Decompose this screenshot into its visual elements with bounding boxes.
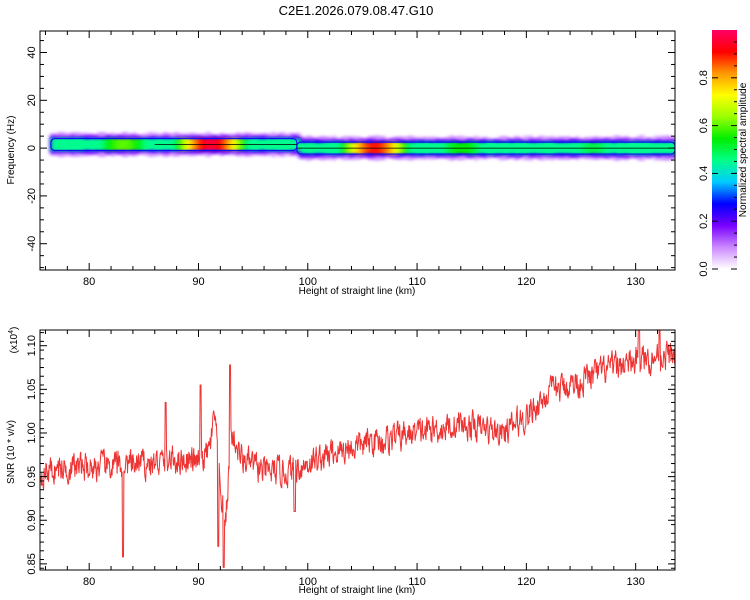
colorbar-tick-label: 0.6: [698, 118, 710, 133]
spectrogram-cell: [143, 138, 148, 151]
colorbar: 0.0 0.2 0.4 0.6 0.8 Normalized spectral ampl…: [698, 30, 749, 277]
spectrogram-cell: [121, 139, 126, 150]
spectrogram-xtick-label: 120: [517, 276, 535, 288]
colorbar-tick-label: 0.0: [698, 261, 710, 276]
snr-xlabel: Height of straight line (km): [299, 585, 416, 596]
snr-ticks: 80 90 100 110 120 130 0.85 0.90 0.95 1.00 1.05 1.10: [26, 330, 675, 588]
spectrogram-cell: [124, 138, 129, 151]
spectrogram-cell: [152, 138, 156, 151]
snr-ytick-label: 0.85: [26, 553, 38, 574]
spectrogram-cell: [149, 139, 153, 150]
snr-xtick-label: 80: [83, 576, 95, 588]
spectrogram-cell: [80, 137, 85, 152]
spectrogram-band: [50, 131, 675, 162]
spectrogram-cell: [105, 138, 109, 152]
spectrogram-cell: [72, 137, 77, 152]
spectrogram-cell: [56, 138, 60, 151]
spectrogram-cell: [75, 138, 79, 151]
spectrogram-xtick-label: 90: [192, 276, 204, 288]
spectrogram-cell: [113, 139, 118, 150]
spectrogram-ytick-label: 20: [26, 94, 38, 106]
spectrogram-cell: [89, 138, 93, 151]
snr-xtick-label: 100: [299, 576, 317, 588]
spectrogram-cell: [111, 137, 115, 152]
snr-xtick-label: 120: [517, 576, 535, 588]
snr-ytick-label: 1.10: [26, 335, 38, 356]
spectrogram-ylabel: Frequency (Hz): [6, 116, 17, 185]
snr-ytick-label: 0.90: [26, 510, 38, 531]
snr-multiplier-close: ): [9, 327, 20, 330]
colorbar-ticks: 0.0 0.2 0.4 0.6 0.8: [698, 41, 737, 277]
spectrogram-cell: [61, 137, 66, 152]
spectrogram-ytick-label: -40: [26, 236, 38, 252]
spectrogram-cell: [132, 139, 137, 151]
spectrogram-xtick-label: 110: [408, 276, 426, 288]
spectrogram-xlabel: Height of straight line (km): [299, 286, 416, 297]
snr-xtick-label: 130: [626, 576, 644, 588]
spectrogram-cell: [102, 139, 107, 150]
spectrogram-cell: [70, 138, 74, 151]
colorbar-tick-label: 0.2: [698, 214, 710, 229]
spectrogram-cell: [91, 138, 96, 151]
colorbar-tick-label: 0.8: [698, 70, 710, 85]
spectrogram-cell: [138, 138, 142, 151]
snr-xtick-label: 110: [408, 576, 426, 588]
spectrogram-frame: [39, 30, 676, 271]
spectrogram-cell: [119, 138, 123, 151]
snr-multiplier-exp: 4: [8, 330, 15, 334]
spectrogram-cell: [135, 138, 139, 151]
spectrogram-ytick-label: 0: [26, 145, 38, 151]
snr-series-line: [40, 330, 675, 568]
spectrogram-cell: [116, 138, 120, 151]
spectrogram-cell: [130, 139, 134, 150]
snr-multiplier: (x104): [8, 327, 20, 354]
spectrogram-cell: [108, 138, 112, 151]
spectrogram-cell: [141, 138, 145, 151]
spectrogram-cell: [83, 139, 88, 150]
snr-ytick-label: 1.00: [26, 422, 38, 443]
snr-ytick-label: 1.05: [26, 379, 38, 400]
spectrogram-ytick-label: 40: [26, 46, 38, 58]
spectrogram-cell: [78, 138, 82, 151]
spectrogram-cell: [127, 138, 131, 151]
snr-frame: [39, 329, 676, 571]
spectrogram-cell: [53, 138, 57, 152]
spectrogram-xtick-label: 80: [83, 276, 95, 288]
spectrogram-cell: [86, 139, 90, 150]
spectrogram-xtick-label: 100: [299, 276, 317, 288]
spectrogram-panel: 80 90 100 110 120 130 -40 -20 0 20 40 Height of st…: [6, 30, 676, 297]
chart-title: C2E1.2026.079.08.47.G10: [279, 3, 434, 18]
snr-ytick-label: 0.95: [26, 466, 38, 487]
spectrogram-ticks: 80 90 100 110 120 130 -40 -20 0 20 40: [26, 31, 675, 288]
spectrogram-cell: [100, 139, 104, 151]
spectrogram-cell: [97, 138, 101, 151]
snr-ylabel: SNR (10 * v/v): [6, 420, 17, 484]
snr-multiplier-base: (x10: [9, 333, 20, 353]
spectrogram-center-line: [154, 144, 675, 149]
spectrogram-cell: [59, 137, 63, 152]
spectrogram-cell: [146, 138, 150, 151]
snr-xtick-label: 90: [192, 576, 204, 588]
spectrogram-cell: [94, 139, 98, 150]
svg-text:(x104): (x104): [8, 327, 20, 354]
colorbar-label: Normalized spectral amplitude: [738, 82, 749, 217]
snr-panel: 80 90 100 110 120 130 0.85 0.90 0.95 1.00 1.05 1.10…: [6, 327, 676, 596]
spectrogram-cell: [64, 137, 68, 152]
colorbar-tick-label: 0.4: [698, 166, 710, 181]
spectrogram-ytick-label: -20: [26, 188, 38, 204]
spectrogram-cell: [67, 138, 71, 151]
spectrogram-cell: [50, 138, 55, 151]
colorbar-gradient: [712, 30, 737, 269]
spectrogram-xtick-label: 130: [626, 276, 644, 288]
spectrogram-cell: [296, 139, 301, 150]
